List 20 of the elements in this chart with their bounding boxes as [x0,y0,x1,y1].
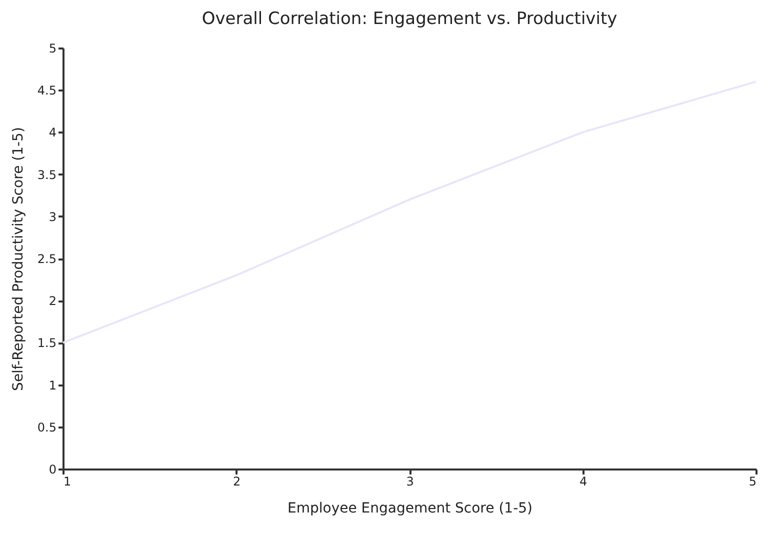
line-series [62,80,757,344]
x-tick-label: 3 [406,474,414,488]
y-tick-label: 3 [48,210,56,224]
y-tick-label: 4.5 [37,84,56,98]
x-tick-label: 4 [579,474,588,488]
y-tick-label: 1.5 [37,336,56,350]
y-tick-label: 0.5 [37,420,56,434]
y-tick-label: 1 [48,378,56,392]
x-tick-label: 1 [64,474,72,488]
x-tick-label: 5 [748,474,756,488]
y-tick-label: 2 [48,294,56,308]
chart-title: Overall Correlation: Engagement vs. Productivity [202,9,618,29]
y-tick-label: 5 [48,42,56,56]
y-axis-title: Self-Reported Productivity Score (1-5) [10,127,26,391]
y-tick-label: 3.5 [37,168,56,182]
x-axis-title: Employee Engagement Score (1-5) [288,500,532,516]
y-tick-label: 4 [48,126,56,140]
y-tick-label: 2.5 [37,252,56,266]
x-tick-label: 2 [232,474,241,488]
y-tick-label: 0 [48,462,56,476]
